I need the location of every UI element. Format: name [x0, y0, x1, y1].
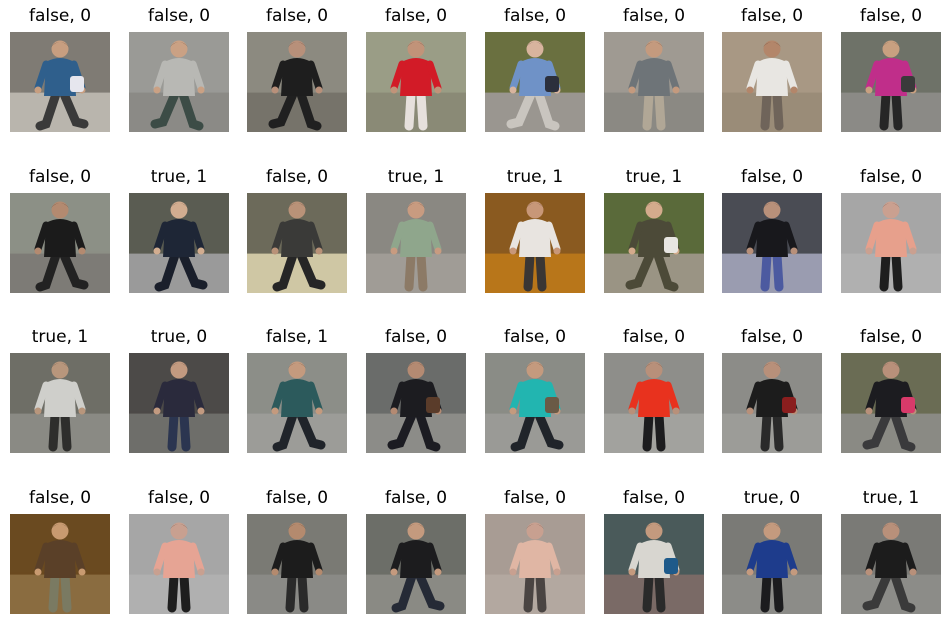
cell-label: false, 0: [622, 327, 686, 347]
cell-label: false, 0: [859, 6, 923, 26]
person-thumbnail: [366, 353, 466, 453]
person-thumbnail: [129, 32, 229, 132]
cell-label: false, 0: [265, 167, 329, 187]
cell-label: true, 0: [150, 327, 208, 347]
cell-label: false, 0: [147, 6, 211, 26]
person-thumbnail: [247, 353, 347, 453]
cell-label: false, 0: [503, 6, 567, 26]
cell-label: false, 0: [740, 327, 804, 347]
cell-label: false, 0: [622, 488, 686, 508]
cell-label: false, 0: [265, 488, 329, 508]
person-thumbnail: [722, 193, 822, 293]
cell-label: true, 1: [625, 167, 683, 187]
cell-label: false, 0: [384, 6, 448, 26]
person-thumbnail: [604, 193, 704, 293]
cell-label: false, 0: [740, 6, 804, 26]
person-thumbnail: [485, 193, 585, 293]
person-thumbnail: [129, 514, 229, 614]
cell-label: false, 0: [859, 327, 923, 347]
cell-label: false, 0: [28, 488, 92, 508]
cell-label: false, 0: [740, 167, 804, 187]
person-thumbnail: [841, 353, 941, 453]
person-thumbnail: [366, 514, 466, 614]
cell-label: false, 0: [265, 6, 329, 26]
person-thumbnail: [366, 32, 466, 132]
person-thumbnail: [841, 32, 941, 132]
person-thumbnail: [841, 193, 941, 293]
cell-label: false, 0: [28, 6, 92, 26]
person-thumbnail: [247, 193, 347, 293]
cell-label: true, 1: [862, 488, 920, 508]
person-thumbnail: [485, 514, 585, 614]
cell-label: false, 0: [384, 327, 448, 347]
cell-label: true, 1: [150, 167, 208, 187]
cell-label: false, 0: [622, 6, 686, 26]
cell-label: false, 0: [28, 167, 92, 187]
person-thumbnail: [10, 32, 110, 132]
person-thumbnail: [247, 514, 347, 614]
cell-label: false, 1: [265, 327, 329, 347]
cell-label: false, 0: [859, 167, 923, 187]
person-thumbnail: [722, 514, 822, 614]
person-thumbnail: [10, 353, 110, 453]
person-thumbnail: [485, 353, 585, 453]
person-thumbnail: [722, 353, 822, 453]
person-thumbnail: [604, 32, 704, 132]
person-thumbnail: [129, 193, 229, 293]
person-thumbnail: [129, 353, 229, 453]
person-thumbnail: [722, 32, 822, 132]
person-thumbnail: [10, 193, 110, 293]
person-thumbnail: [604, 353, 704, 453]
cell-label: false, 0: [147, 488, 211, 508]
cell-label: true, 1: [506, 167, 564, 187]
cell-label: true, 1: [387, 167, 445, 187]
person-thumbnail: [366, 193, 466, 293]
cell-label: true, 1: [31, 327, 89, 347]
person-thumbnail: [10, 514, 110, 614]
cell-label: false, 0: [503, 327, 567, 347]
person-thumbnail: [841, 514, 941, 614]
cell-label: true, 0: [743, 488, 801, 508]
person-thumbnail: [604, 514, 704, 614]
person-thumbnail: [247, 32, 347, 132]
cell-label: false, 0: [503, 488, 567, 508]
person-thumbnail: [485, 32, 585, 132]
cell-label: false, 0: [384, 488, 448, 508]
